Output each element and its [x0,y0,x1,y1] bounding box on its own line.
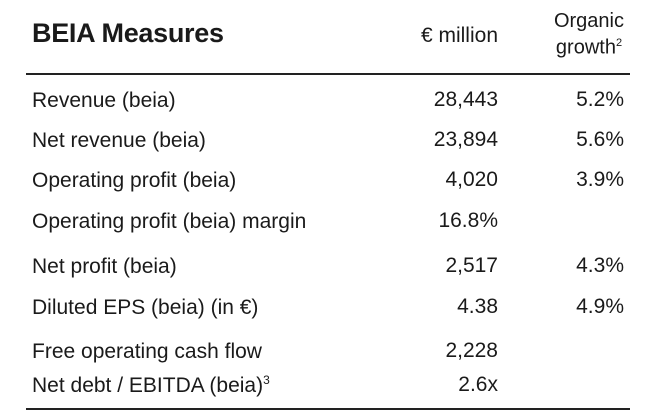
organic-header-line2: growth [555,36,616,59]
table-row: Net revenue (beia) 23,894 5.6% [0,122,662,158]
header-divider [26,73,630,75]
row-growth: 4.9% [576,295,624,318]
table-row: Net profit (beia) 2,517 4.3% [0,248,662,284]
row-value: 4,020 [445,168,498,191]
table-row: Operating profit (beia) margin 16.8% [0,203,662,239]
row-label: Diluted EPS (beia) (in €) [32,296,259,319]
row-value: 23,894 [433,128,498,151]
row-value: 2.6x [458,373,498,396]
table-header: BEIA Measures € million Organic growth2 [0,0,662,70]
organic-header-line1: Organic [553,10,624,32]
row-label: Net revenue (beia) [32,129,206,152]
row-value: 2,228 [445,339,498,362]
footnote-marker: 3 [263,373,270,387]
row-label: Net profit (beia) [32,255,177,278]
table-row: Net debt / EBITDA (beia)3 2.6x [0,367,662,403]
row-label: Operating profit (beia) margin [32,210,307,233]
row-growth: 5.6% [576,128,624,151]
organic-footnote-marker: 2 [615,37,623,49]
table-title: BEIA Measures [32,18,224,48]
table-row: Revenue (beia) 28,443 5.2% [0,82,662,118]
row-label: Revenue (beia) [32,89,176,112]
table-row: Free operating cash flow 2,228 [0,333,662,369]
row-value: 4.38 [457,295,498,318]
row-label: Free operating cash flow [32,340,262,363]
row-growth: 3.9% [576,168,624,191]
table-row: Diluted EPS (beia) (in €) 4.38 4.9% [0,289,662,325]
row-growth: 4.3% [576,254,624,277]
row-value: 28,443 [433,88,498,111]
table-bottom-rule [26,408,630,410]
table-row: Operating profit (beia) 4,020 3.9% [0,162,662,198]
row-growth: 5.2% [576,88,624,111]
row-label: Net debt / EBITDA (beia)3 [32,373,270,397]
row-value: 16.8% [438,209,498,232]
row-label: Operating profit (beia) [32,169,237,192]
column-header-million: € million [420,24,498,47]
column-header-organic-growth: Organic growth2 [554,10,624,59]
row-value: 2,517 [445,254,498,277]
